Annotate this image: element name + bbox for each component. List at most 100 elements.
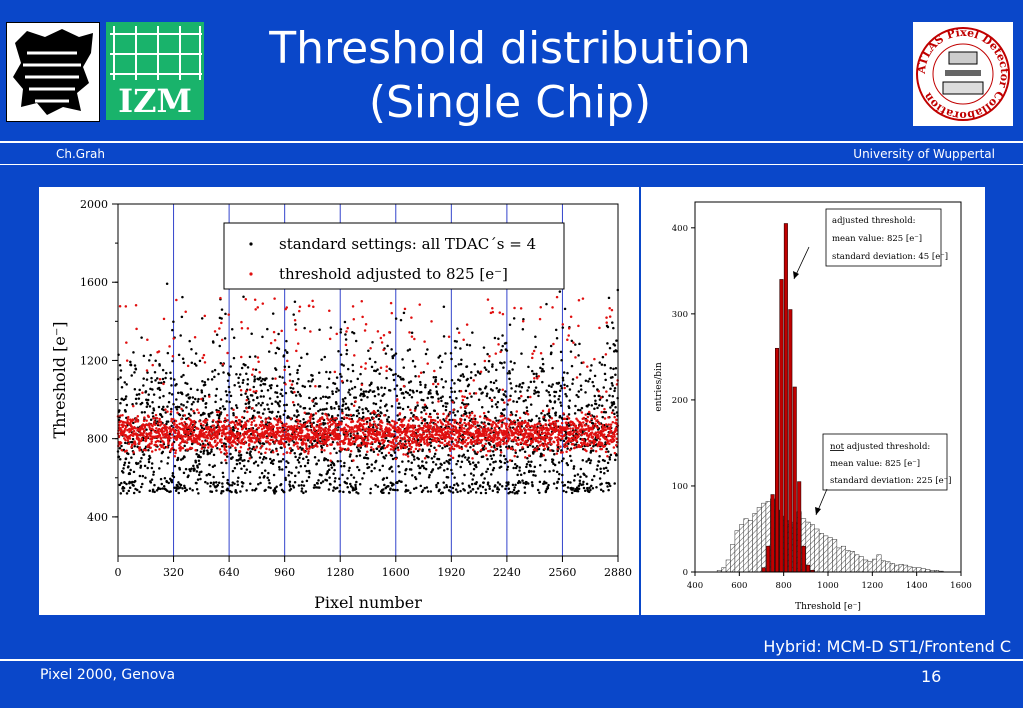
standard-point bbox=[187, 412, 191, 416]
standard-point bbox=[569, 350, 573, 353]
standard-point bbox=[462, 453, 466, 457]
adjusted-point bbox=[207, 430, 211, 434]
standard-point bbox=[125, 383, 128, 386]
adjusted-point bbox=[375, 434, 378, 438]
standard-point bbox=[584, 391, 587, 394]
adjusted-point bbox=[374, 411, 377, 414]
adjusted-point bbox=[169, 436, 172, 440]
standard-point bbox=[223, 337, 227, 340]
standard-point bbox=[282, 354, 286, 357]
standard-point bbox=[340, 416, 344, 420]
adjusted-point bbox=[448, 440, 451, 444]
standard-point bbox=[231, 456, 234, 459]
standard-point bbox=[169, 377, 173, 380]
adjusted-point bbox=[252, 390, 256, 393]
adjusted-point bbox=[476, 451, 479, 454]
standard-point bbox=[286, 351, 289, 355]
standard-point bbox=[119, 376, 122, 379]
standard-point bbox=[151, 388, 154, 391]
adjusted-point bbox=[424, 412, 428, 416]
standard-point bbox=[406, 405, 410, 409]
adjusted-point bbox=[314, 385, 317, 388]
standard-point bbox=[401, 358, 404, 361]
standard-point bbox=[372, 450, 376, 454]
standard-point bbox=[441, 491, 445, 494]
standard-point bbox=[476, 487, 480, 490]
standard-point bbox=[132, 351, 135, 354]
standard-point bbox=[491, 489, 495, 493]
standard-point bbox=[241, 481, 245, 485]
standard-point bbox=[284, 465, 288, 469]
standard-point bbox=[459, 374, 463, 378]
standard-point bbox=[427, 455, 430, 459]
adjusted-point bbox=[215, 410, 219, 414]
adjusted-point bbox=[126, 417, 129, 421]
standard-point bbox=[245, 468, 249, 471]
standard-point bbox=[306, 439, 310, 442]
standard-point bbox=[390, 368, 393, 372]
standard-point bbox=[516, 473, 519, 477]
standard-point bbox=[158, 364, 161, 367]
adjusted-point bbox=[408, 438, 412, 442]
adjusted-point bbox=[453, 433, 456, 437]
standard-point bbox=[501, 344, 504, 348]
adjusted-point bbox=[126, 439, 130, 443]
adjusted-point bbox=[138, 446, 142, 449]
standard-point bbox=[449, 386, 453, 390]
standard-point bbox=[303, 326, 306, 330]
standard-point bbox=[530, 470, 533, 473]
standard-point bbox=[464, 389, 468, 393]
adjusted-point bbox=[151, 428, 155, 431]
standard-point bbox=[561, 376, 565, 380]
adjusted-point bbox=[395, 439, 398, 443]
adjusted-point bbox=[266, 440, 270, 443]
adjusted-point bbox=[370, 423, 374, 427]
standard-point bbox=[543, 470, 547, 473]
standard-point bbox=[289, 386, 292, 390]
standard-point bbox=[551, 406, 555, 410]
standard-point bbox=[540, 369, 544, 373]
adjusted-point bbox=[253, 434, 256, 437]
adjusted-point bbox=[380, 424, 383, 428]
standard-point bbox=[463, 456, 467, 459]
standard-point bbox=[208, 463, 211, 467]
standard-point bbox=[506, 403, 509, 406]
standard-point bbox=[130, 374, 133, 377]
standard-point bbox=[320, 358, 323, 361]
standard-point bbox=[567, 442, 570, 445]
standard-point bbox=[189, 387, 193, 391]
standard-point bbox=[385, 376, 388, 380]
standard-point bbox=[582, 480, 585, 484]
standard-point bbox=[219, 361, 223, 365]
standard-point bbox=[546, 404, 549, 408]
standard-point bbox=[468, 419, 472, 422]
adjusted-point bbox=[476, 421, 479, 424]
standard-point bbox=[346, 477, 349, 480]
standard-point bbox=[174, 489, 178, 492]
standard-point bbox=[471, 478, 474, 481]
standard-point bbox=[510, 387, 513, 390]
adjusted-point bbox=[362, 422, 366, 426]
author-label: Ch.Grah bbox=[56, 147, 105, 161]
standard-point bbox=[278, 400, 282, 403]
standard-point bbox=[474, 417, 477, 421]
standard-point bbox=[302, 484, 306, 487]
adjusted-point bbox=[401, 442, 405, 445]
standard-point bbox=[456, 327, 459, 330]
page-title: Threshold distribution (Single Chip) bbox=[250, 22, 770, 130]
adjusted-point bbox=[220, 434, 224, 438]
standard-point bbox=[345, 379, 349, 382]
adjusted-point bbox=[261, 431, 264, 435]
standard-point bbox=[437, 356, 440, 359]
standard-point bbox=[491, 365, 494, 368]
standard-point bbox=[167, 456, 170, 459]
adjusted-point bbox=[169, 430, 173, 433]
standard-point bbox=[532, 473, 535, 477]
adjusted-point bbox=[328, 426, 331, 429]
standard-point bbox=[272, 473, 276, 477]
standard-point bbox=[142, 453, 146, 456]
standard-point bbox=[547, 391, 550, 394]
adjusted-point bbox=[246, 448, 250, 451]
adjusted-point bbox=[389, 301, 393, 305]
standard-point bbox=[305, 469, 308, 473]
